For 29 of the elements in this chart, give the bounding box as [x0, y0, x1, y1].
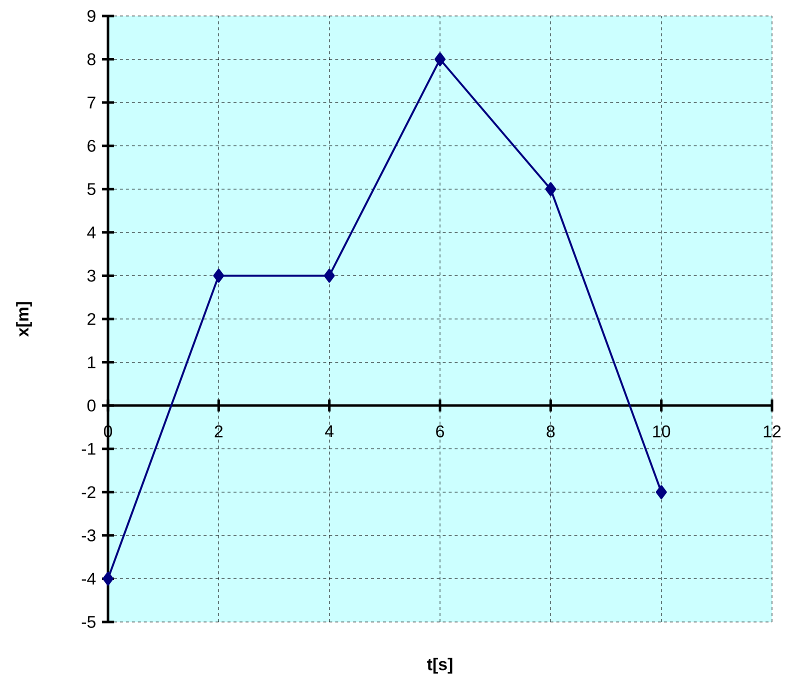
y-tick-label: 5: [87, 183, 96, 196]
y-tick-label: -2: [82, 486, 96, 498]
x-axis-title: t[s]: [427, 658, 452, 674]
y-tick-label: 8: [87, 53, 96, 66]
y-axis-title: x[m]: [16, 302, 32, 337]
y-tick-label: 9: [88, 10, 96, 22]
point: [213, 268, 224, 283]
point: [324, 268, 335, 283]
x-tick-label: 12: [764, 425, 781, 438]
y-tick-label: 0: [87, 400, 96, 412]
point: [102, 572, 114, 586]
x-tick-label: 8: [546, 425, 555, 438]
y-tick-label: 4: [87, 226, 96, 238]
point: [434, 52, 446, 66]
y-tick-label: -1: [82, 443, 96, 455]
x-tick-label: 4: [325, 425, 334, 438]
y-tick-label: -5: [82, 616, 96, 628]
y-tick-label: 1: [88, 356, 96, 368]
y-tick-label: 2: [88, 313, 96, 325]
point: [656, 485, 667, 500]
point: [545, 182, 556, 196]
x-tick-label: 2: [214, 425, 223, 438]
y-tick-label: -3: [82, 529, 96, 542]
x-tick-label: 6: [436, 425, 444, 438]
y-tick-label: 6: [88, 140, 96, 152]
y-tick-label: 3: [87, 270, 96, 282]
y-tick-label: 7: [88, 96, 96, 108]
y-tick-label: -4: [82, 572, 96, 585]
x-tick-label: 10: [653, 425, 670, 438]
